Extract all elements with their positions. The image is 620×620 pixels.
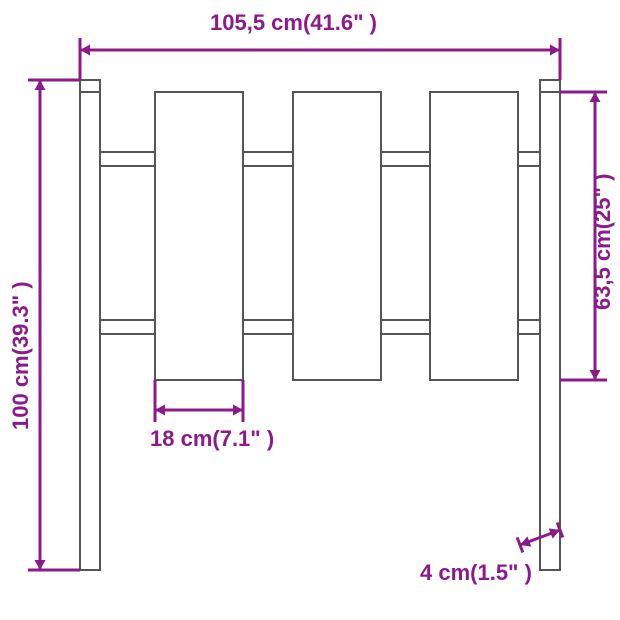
dimension-diagram: [0, 0, 620, 620]
label-slat-width: 18 cm(7.1" ): [150, 426, 274, 452]
label-depth: 4 cm(1.5" ): [420, 560, 532, 586]
label-width: 105,5 cm(41.6" ): [210, 10, 377, 36]
label-panel-height: 63,5 cm(25" ): [590, 174, 616, 310]
label-height: 100 cm(39.3" ): [8, 281, 34, 430]
